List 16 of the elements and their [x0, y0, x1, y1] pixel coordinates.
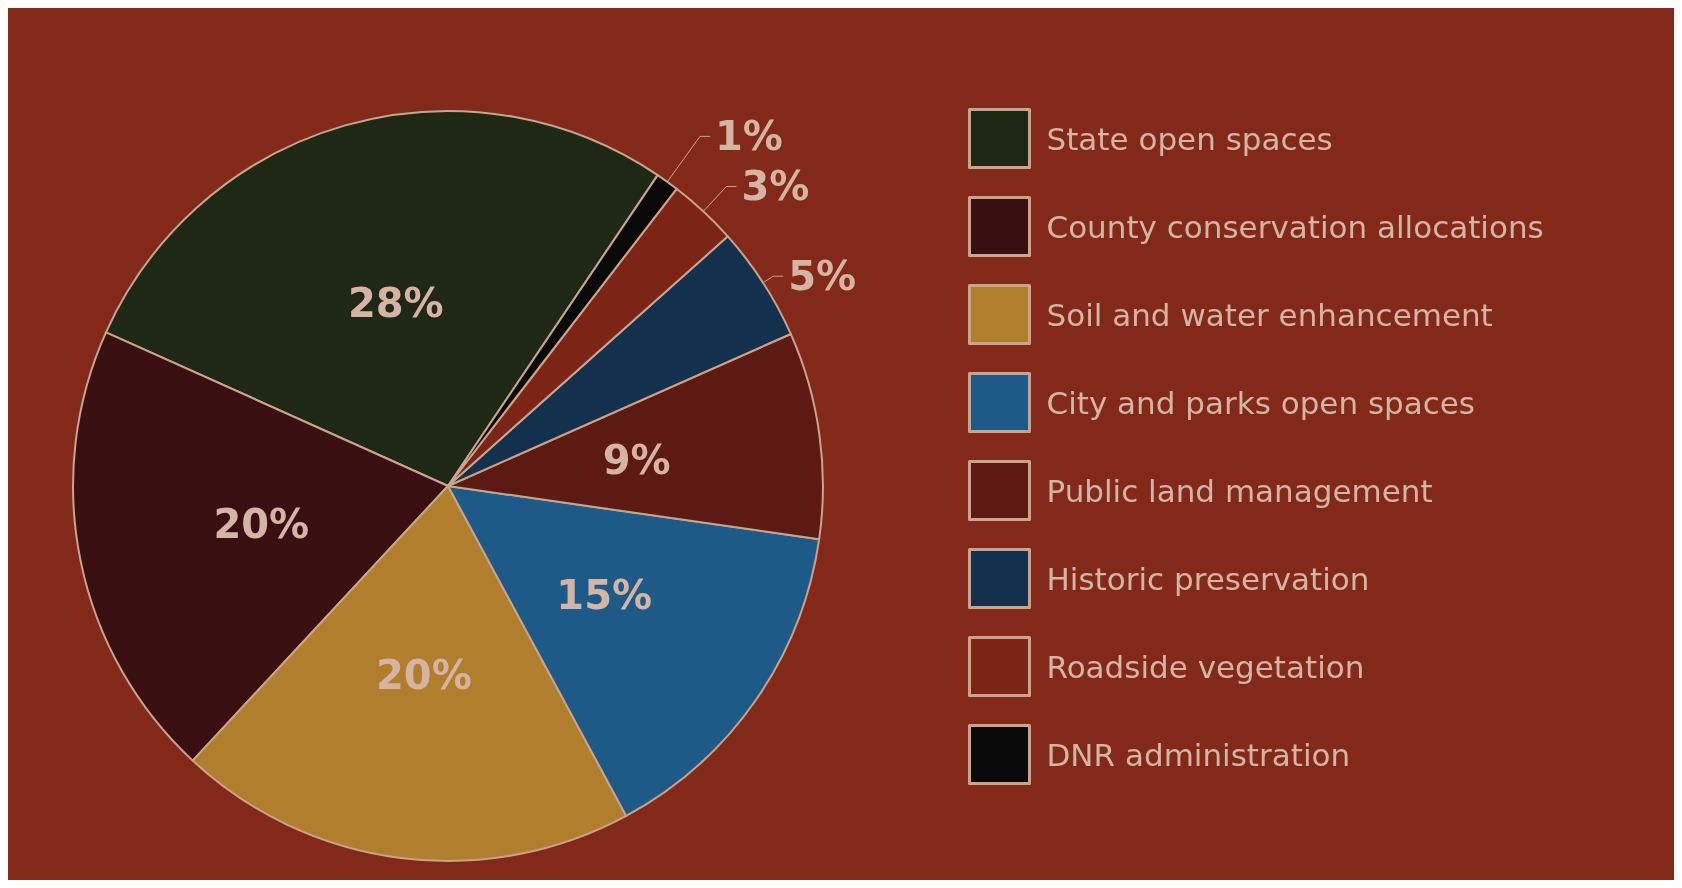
legend-label: Roadside vegetation: [1046, 648, 1365, 685]
legend-label: DNR administration: [1046, 736, 1351, 773]
data-label: 28%: [347, 279, 444, 326]
legend-label: Public land management: [1046, 472, 1433, 509]
data-label: 5%: [788, 253, 857, 300]
data-label: 3%: [741, 163, 810, 210]
legend-label: County conservation allocations: [1046, 208, 1544, 245]
legend-label: City and parks open spaces: [1046, 384, 1475, 421]
legend-label: Historic preservation: [1046, 560, 1370, 597]
legend-label: Soil and water enhancement: [1046, 296, 1493, 333]
legend-label: State open spaces: [1046, 120, 1333, 157]
data-label: 1%: [714, 113, 783, 160]
data-label: 20%: [213, 500, 310, 547]
data-label: 20%: [376, 651, 472, 698]
data-label: 15%: [556, 571, 653, 618]
data-label: 9%: [602, 436, 671, 483]
